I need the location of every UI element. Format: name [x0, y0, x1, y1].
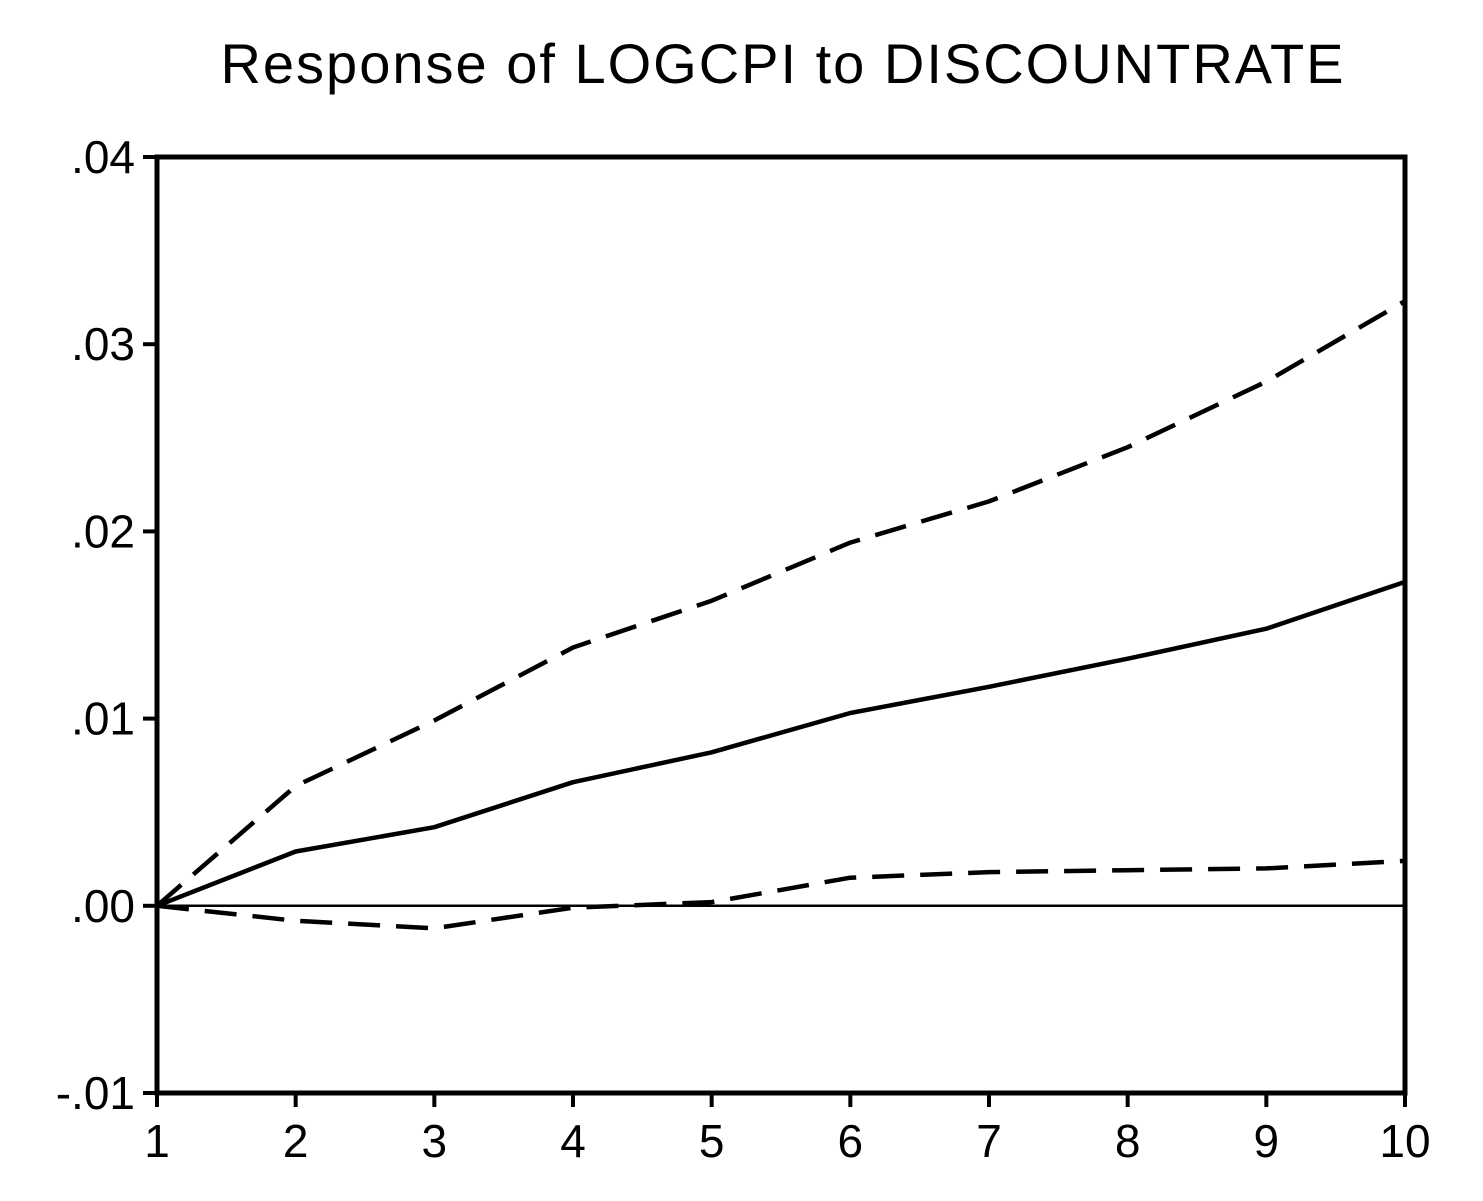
chart-title: Response of LOGCPI to DISCOUNTRATE	[220, 32, 1345, 95]
lower-band-line	[156, 858, 1406, 931]
upper-band-line	[155, 299, 1407, 908]
x-tick-label: 7	[976, 1115, 1002, 1167]
x-tick-label: 3	[422, 1115, 448, 1167]
plot-frame	[154, 154, 1408, 1096]
x-tick-label: 4	[560, 1115, 586, 1167]
y-tick-label: .01	[71, 693, 135, 745]
x-tick-label: 2	[283, 1115, 309, 1167]
x-tick-label: 6	[838, 1115, 864, 1167]
x-axis-ticks: 1 2 3 4 5 6 7 8 9 10	[144, 1093, 1431, 1167]
series-group	[155, 299, 1407, 931]
y-tick-label: -.01	[56, 1067, 135, 1119]
x-tick-label: 10	[1379, 1115, 1430, 1167]
response-line	[156, 579, 1406, 908]
y-tick-label: .00	[71, 880, 135, 932]
y-tick-label: .02	[71, 505, 135, 557]
x-tick-label: 8	[1115, 1115, 1141, 1167]
y-tick-label: .03	[71, 318, 135, 370]
y-tick-label: .04	[71, 131, 135, 183]
x-tick-label: 1	[144, 1115, 170, 1167]
y-axis-ticks: -.01 .00 .01 .02 .03 .04	[56, 131, 157, 1119]
x-tick-label: 9	[1254, 1115, 1280, 1167]
x-tick-label: 5	[699, 1115, 725, 1167]
